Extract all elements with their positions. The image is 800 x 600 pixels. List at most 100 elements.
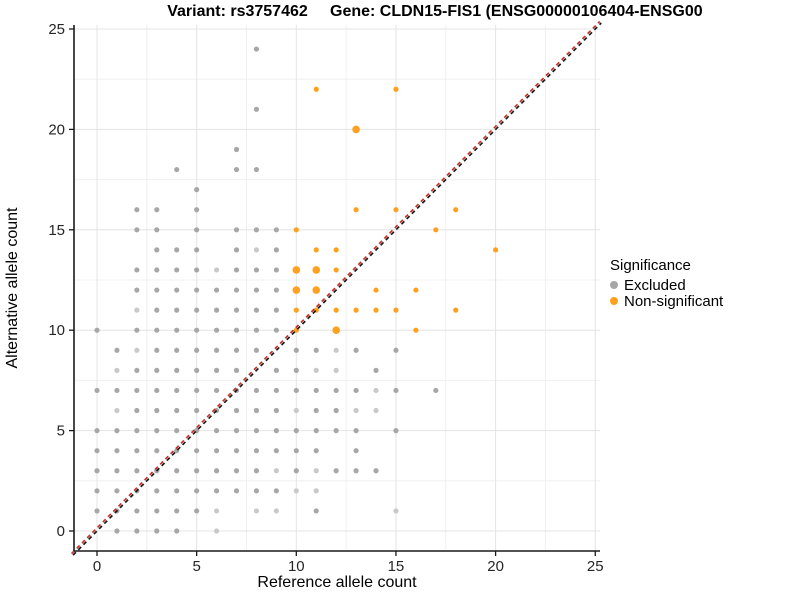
x-axis-title: Reference allele count: [257, 574, 417, 591]
point-excluded: [154, 448, 160, 454]
point-excluded: [253, 166, 260, 173]
point-non-significant: [292, 286, 301, 294]
point-non-significant: [313, 86, 319, 92]
point-excluded: [253, 428, 260, 434]
point-excluded: [233, 327, 240, 333]
point-excluded: [154, 347, 160, 353]
point-excluded: [433, 387, 439, 394]
y-tick-label: 5: [57, 423, 65, 440]
point-excluded: [273, 307, 279, 313]
point-excluded: [134, 327, 140, 333]
major-gridlines: [74, 25, 600, 551]
point-excluded: [114, 468, 120, 474]
point-excluded: [194, 468, 200, 474]
point-non-significant: [433, 227, 439, 233]
point-excluded: [94, 387, 100, 394]
point-excluded: [213, 367, 220, 373]
legend-items: Excluded Non-significant: [610, 277, 723, 310]
point-excluded: [134, 227, 140, 233]
point-excluded: [213, 327, 220, 333]
point-excluded: [333, 468, 339, 474]
point-excluded: [194, 347, 200, 353]
point-excluded: [373, 387, 379, 394]
point-excluded: [313, 387, 319, 394]
point-excluded: [194, 508, 200, 514]
point-non-significant: [312, 286, 321, 294]
point-non-significant: [292, 266, 301, 274]
point-excluded: [154, 407, 160, 414]
point-excluded: [253, 287, 260, 293]
point-excluded: [313, 428, 319, 434]
point-excluded: [154, 267, 160, 273]
point-excluded: [333, 428, 339, 434]
point-excluded: [333, 347, 339, 353]
point-excluded: [154, 428, 160, 434]
point-excluded: [233, 287, 240, 293]
point-excluded: [134, 207, 140, 213]
point-excluded: [174, 247, 180, 253]
point-non-significant: [493, 247, 499, 253]
point-excluded: [273, 428, 279, 434]
point-excluded: [154, 367, 160, 373]
x-tick-label: 15: [388, 558, 405, 575]
point-excluded: [273, 387, 279, 394]
point-excluded: [213, 528, 220, 534]
point-excluded: [213, 468, 220, 474]
point-excluded: [213, 488, 220, 494]
point-excluded: [233, 267, 240, 273]
point-excluded: [114, 407, 120, 414]
y-tick-label: 15: [48, 222, 65, 239]
point-excluded: [174, 468, 180, 474]
point-non-significant: [333, 267, 339, 273]
point-excluded: [233, 448, 240, 454]
point-excluded: [273, 367, 279, 373]
point-excluded: [134, 287, 140, 293]
point-excluded: [134, 407, 140, 414]
point-non-significant: [352, 125, 360, 134]
point-excluded: [194, 448, 200, 454]
point-excluded: [174, 387, 180, 394]
point-excluded: [313, 347, 319, 353]
point-excluded: [253, 227, 260, 233]
point-excluded: [233, 227, 240, 233]
point-excluded: [233, 166, 240, 173]
point-excluded: [213, 448, 220, 454]
point-excluded: [94, 448, 100, 454]
point-excluded: [333, 387, 339, 394]
point-excluded: [273, 287, 279, 293]
point-excluded: [134, 448, 140, 454]
point-excluded: [174, 287, 180, 293]
point-excluded: [313, 448, 319, 454]
point-excluded: [194, 227, 200, 233]
point-excluded: [154, 508, 160, 514]
point-excluded: [253, 307, 260, 313]
point-excluded: [174, 307, 180, 313]
y-tick-label: 25: [48, 21, 65, 38]
point-excluded: [293, 347, 299, 353]
point-excluded: [233, 146, 240, 153]
point-excluded: [194, 488, 200, 494]
point-excluded: [154, 207, 160, 213]
point-excluded: [213, 347, 220, 353]
point-excluded: [293, 367, 299, 373]
point-excluded: [174, 428, 180, 434]
point-excluded: [353, 407, 359, 414]
point-non-significant: [353, 207, 359, 213]
point-excluded: [233, 307, 240, 313]
point-excluded: [174, 327, 180, 333]
point-excluded: [94, 428, 100, 434]
point-non-significant: [293, 227, 299, 233]
point-excluded: [293, 428, 299, 434]
point-excluded: [134, 508, 140, 514]
point-excluded: [253, 488, 260, 494]
point-excluded: [253, 468, 260, 474]
point-excluded: [94, 488, 100, 494]
point-excluded: [194, 407, 200, 414]
point-excluded: [114, 488, 120, 494]
legend-item: Non-significant: [610, 293, 723, 310]
point-excluded: [134, 428, 140, 434]
point-non-significant: [312, 266, 321, 274]
point-excluded: [194, 207, 200, 213]
point-excluded: [134, 267, 140, 273]
point-excluded: [273, 488, 279, 494]
